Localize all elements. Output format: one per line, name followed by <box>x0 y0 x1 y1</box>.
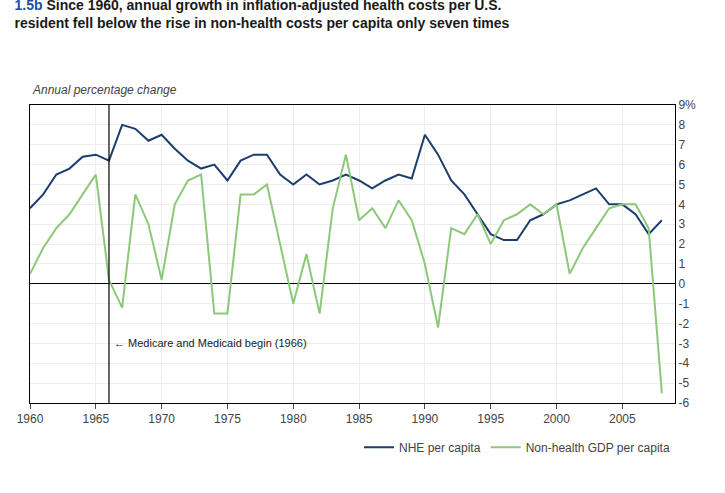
svg-text:1960: 1960 <box>17 412 44 426</box>
svg-text:1995: 1995 <box>477 412 504 426</box>
svg-text:3: 3 <box>678 217 685 231</box>
svg-text:1: 1 <box>678 257 685 271</box>
svg-text:-1: -1 <box>678 297 689 311</box>
svg-text:-6: -6 <box>678 396 689 410</box>
svg-text:1975: 1975 <box>214 412 241 426</box>
svg-text:5: 5 <box>678 178 685 192</box>
svg-text:-3: -3 <box>678 337 689 351</box>
svg-text:0: 0 <box>678 277 685 291</box>
svg-text:-5: -5 <box>678 376 689 390</box>
svg-text:-2: -2 <box>678 317 689 331</box>
svg-text:7: 7 <box>678 138 685 152</box>
svg-text:6: 6 <box>678 158 685 172</box>
svg-text:2: 2 <box>678 237 685 251</box>
svg-text:-4: -4 <box>678 356 689 370</box>
svg-text:Non-health GDP per capita: Non-health GDP per capita <box>526 441 670 455</box>
svg-text:NHE per capita: NHE per capita <box>399 441 481 455</box>
svg-text:1980: 1980 <box>280 412 307 426</box>
svg-text:9%: 9% <box>678 98 696 112</box>
svg-text:2000: 2000 <box>543 412 570 426</box>
svg-text:Annual percentage change: Annual percentage change <box>32 83 177 97</box>
svg-text:1985: 1985 <box>346 412 373 426</box>
svg-text:← Medicare and Medicaid begin: ← Medicare and Medicaid begin (1966) <box>114 337 307 349</box>
svg-text:1990: 1990 <box>412 412 439 426</box>
svg-text:1.5b Since 1960, annual growth: 1.5b Since 1960, annual growth in inflat… <box>15 0 510 31</box>
svg-text:2005: 2005 <box>609 412 636 426</box>
svg-text:4: 4 <box>678 198 685 212</box>
svg-text:1965: 1965 <box>82 412 109 426</box>
svg-text:8: 8 <box>678 118 685 132</box>
svg-text:1970: 1970 <box>148 412 175 426</box>
